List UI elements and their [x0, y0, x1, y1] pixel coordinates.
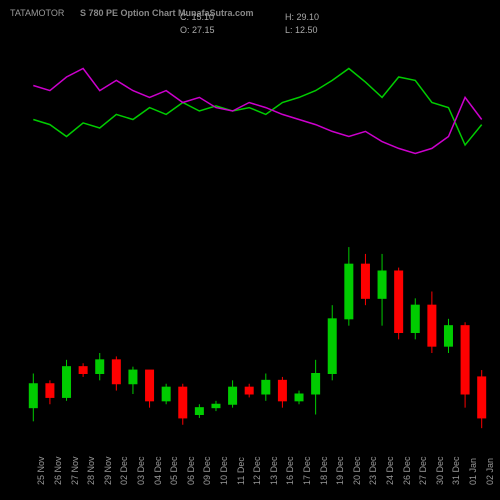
x-axis-label: 18 Dec [319, 456, 329, 485]
ohlc-high: H: 29.10 [285, 12, 319, 22]
ohlc-low: L: 12.50 [285, 25, 318, 35]
x-axis-label: 02 Jan [485, 458, 495, 485]
ohlc-open: O: 27.15 [180, 25, 215, 35]
x-axis-label: 19 Dec [335, 456, 345, 485]
x-axis-label: 31 Dec [451, 456, 461, 485]
x-axis-label: 27 Dec [418, 456, 428, 485]
x-axis-label: 20 Dec [352, 456, 362, 485]
x-axis-label: 13 Dec [269, 456, 279, 485]
ohlc-close: C: 15.10 [180, 12, 214, 22]
x-axis: 25 Nov 26 Nov 27 Nov 28 Nov 29 Nov 02 Dec 03 D… [25, 445, 490, 495]
x-axis-label: 24 Dec [385, 456, 395, 485]
x-axis-label: 01 Jan [468, 458, 478, 485]
chart-area [25, 40, 490, 440]
x-axis-label: 27 Nov [70, 456, 80, 485]
x-axis-label: 04 Dec [153, 456, 163, 485]
x-axis-label: 30 Dec [435, 456, 445, 485]
x-axis-label: 12 Dec [252, 456, 262, 485]
x-axis-label: 03 Dec [136, 456, 146, 485]
x-axis-label: 26 Dec [402, 456, 412, 485]
x-axis-label: 28 Nov [86, 456, 96, 485]
x-axis-label: 09 Dec [202, 456, 212, 485]
x-axis-label: 16 Dec [285, 456, 295, 485]
x-axis-label: 26 Nov [53, 456, 63, 485]
x-axis-label: 23 Dec [368, 456, 378, 485]
x-axis-label: 02 Dec [119, 456, 129, 485]
chart-header: TATAMOTOR S 780 PE Option Chart MunafaSu… [0, 8, 500, 38]
x-axis-label: 06 Dec [186, 456, 196, 485]
x-axis-label: 17 Dec [302, 456, 312, 485]
x-axis-label: 05 Dec [169, 456, 179, 485]
x-axis-label: 11 Dec [236, 457, 246, 485]
x-axis-label: 10 Dec [219, 456, 229, 485]
chart-svg [25, 40, 490, 440]
x-axis-label: 25 Nov [36, 456, 46, 485]
subtitle: S 780 PE Option Chart MunafaSutra.com [80, 8, 254, 18]
symbol: TATAMOTOR [10, 8, 64, 18]
x-axis-label: 29 Nov [103, 456, 113, 485]
